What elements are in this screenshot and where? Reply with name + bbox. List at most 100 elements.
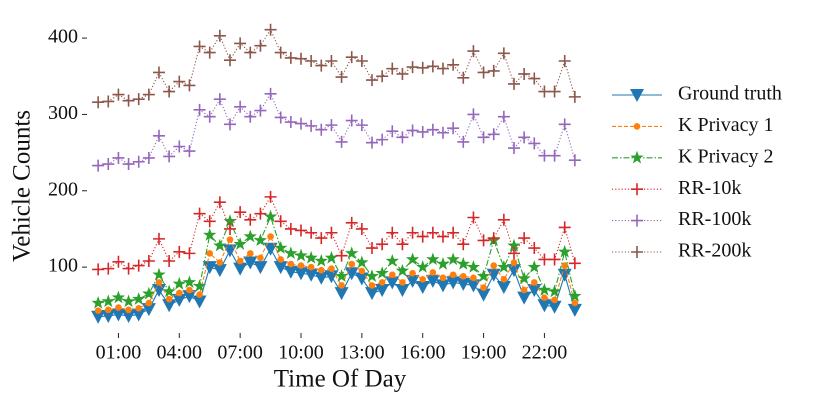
marker [102, 262, 115, 275]
marker [101, 309, 116, 323]
marker [142, 151, 155, 164]
marker [172, 276, 186, 290]
marker [538, 85, 551, 98]
marker [284, 116, 297, 129]
marker [131, 308, 146, 322]
marker [548, 149, 561, 162]
marker [234, 100, 247, 113]
marker [287, 260, 295, 268]
marker [567, 303, 582, 317]
marker [358, 267, 366, 275]
legend-label: RR-100k [678, 208, 751, 230]
marker [295, 224, 307, 237]
legend-marker [633, 123, 641, 130]
series [91, 209, 582, 309]
marker [437, 230, 449, 243]
marker [175, 289, 183, 297]
marker [416, 230, 429, 243]
marker [206, 250, 214, 257]
marker [528, 242, 541, 255]
marker [273, 261, 288, 275]
marker [163, 255, 176, 268]
marker [253, 233, 268, 247]
marker [376, 238, 389, 251]
marker [183, 79, 196, 92]
marker [224, 54, 236, 67]
legend-label: RR-200k [678, 240, 751, 262]
marker [426, 123, 439, 136]
marker [203, 110, 216, 123]
marker [425, 274, 440, 288]
marker [426, 60, 439, 73]
marker [520, 286, 528, 294]
marker [283, 265, 298, 279]
marker [497, 47, 510, 60]
y-axis-label: Vehicle Counts [9, 110, 36, 262]
legend-label: RR-10k [678, 177, 741, 199]
marker [121, 309, 136, 323]
marker [386, 226, 399, 239]
marker [416, 125, 429, 138]
marker [396, 67, 409, 80]
marker [527, 284, 542, 298]
marker [571, 299, 579, 307]
marker [456, 257, 470, 270]
marker [192, 279, 207, 292]
marker [459, 272, 467, 280]
marker [355, 54, 368, 67]
marker [325, 54, 338, 67]
marker [203, 215, 216, 228]
marker [466, 260, 481, 273]
marker [528, 137, 541, 150]
marker [125, 306, 132, 314]
marker [476, 288, 491, 302]
marker [142, 88, 155, 101]
marker [480, 284, 487, 292]
marker [101, 294, 115, 308]
marker [121, 294, 136, 308]
marker [233, 237, 247, 250]
marker [284, 222, 297, 235]
marker [142, 286, 156, 300]
marker [507, 238, 521, 252]
marker [91, 295, 105, 309]
marker [415, 280, 430, 294]
marker [446, 252, 460, 266]
marker [508, 77, 520, 90]
marker [537, 299, 552, 313]
marker [376, 70, 389, 83]
marker [558, 54, 571, 67]
legend-marker [631, 246, 643, 258]
marker [477, 131, 490, 144]
legend-marker [631, 214, 643, 227]
marker [305, 226, 318, 239]
marker [132, 93, 145, 106]
x-tick-label: 07:00 [217, 342, 263, 364]
marker [538, 149, 551, 162]
marker [183, 145, 196, 158]
marker [274, 241, 288, 254]
x-tick-label: 13:00 [339, 342, 385, 364]
marker [426, 226, 439, 239]
marker [477, 234, 490, 247]
y-tick-label: 400 [48, 26, 78, 48]
marker [561, 262, 569, 269]
marker [163, 150, 176, 163]
marker [510, 259, 518, 266]
legend-label: Ground truth [678, 83, 782, 105]
marker [216, 259, 224, 266]
marker [102, 95, 115, 108]
marker [325, 119, 338, 132]
marker [257, 254, 264, 262]
marker [212, 264, 227, 278]
marker [304, 268, 319, 282]
marker [182, 275, 197, 289]
marker [470, 274, 477, 282]
marker [476, 269, 491, 282]
marker [263, 209, 278, 223]
marker [348, 260, 356, 268]
marker [213, 29, 226, 42]
marker [548, 253, 561, 266]
marker [92, 96, 105, 109]
marker [173, 140, 186, 153]
